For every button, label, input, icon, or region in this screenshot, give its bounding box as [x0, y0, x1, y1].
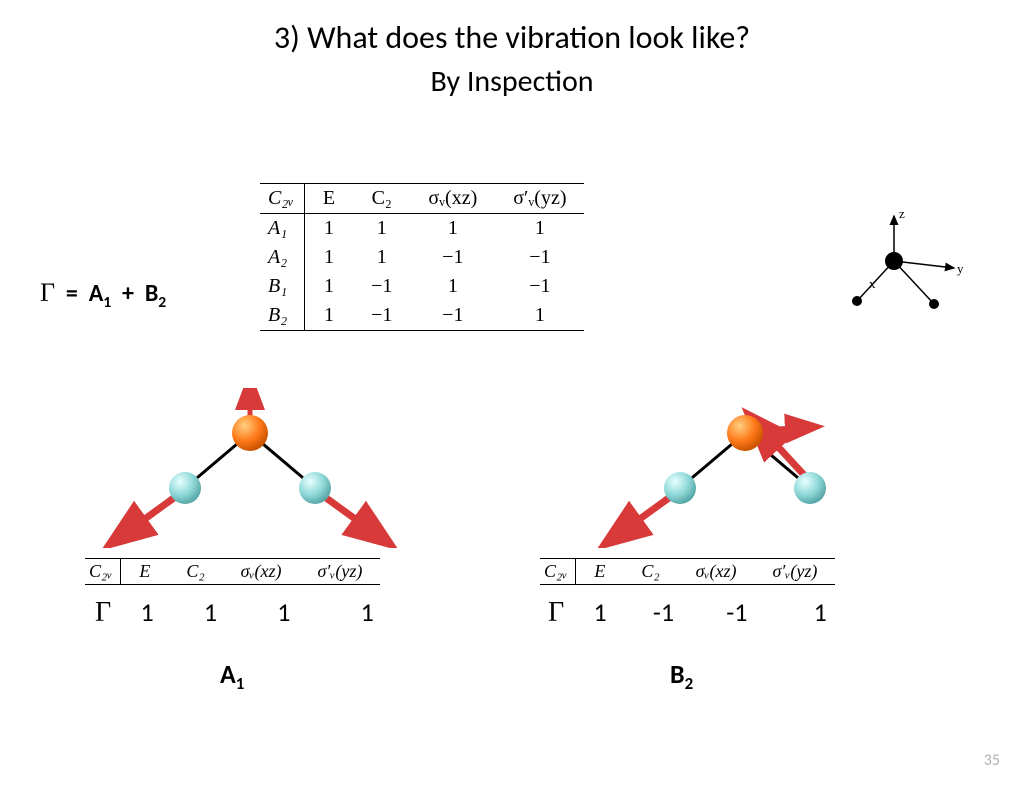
table-row: A₂ 1 1 −1 −1 [260, 243, 584, 272]
slide-subtitle: By Inspection [0, 63, 1024, 100]
gamma-equation: Γ = A1 + B2 [40, 278, 166, 312]
mode-label-a1: A1 [220, 658, 244, 694]
table-row: A₁ 1 1 1 1 [260, 214, 584, 244]
gamma-row-right: Γ 1 -1 -1 1 [548, 596, 858, 629]
table-row: B₁ 1 −1 1 −1 [260, 272, 584, 301]
group-label: C₂ᵥ [260, 184, 304, 214]
small-table-left: C₂ᵥ E C₂ σᵥ(xz) σ′ᵥ(yz) [85, 558, 380, 585]
axis-z-label: z [899, 206, 905, 221]
character-table: C₂ᵥ E C₂ σᵥ(xz) σ′ᵥ(yz) A₁ 1 1 1 1 A₂ 1 … [260, 183, 584, 331]
slide-title: 3) What does the vibration look like? [0, 18, 1024, 57]
page-number: 35 [984, 751, 1000, 770]
axis-y-label: y [957, 261, 964, 276]
molecule-b2 [590, 388, 890, 548]
molecule-a1 [100, 388, 400, 548]
mode-label-b2: B2 [670, 658, 693, 694]
gamma-row-left: Γ 1 1 1 1 [95, 596, 405, 629]
axis-diagram: z y x [819, 206, 969, 336]
small-table-right: C₂ᵥ E C₂ σᵥ(xz) σ′ᵥ(yz) [540, 558, 835, 585]
axis-x-label: x [869, 276, 876, 291]
gamma-symbol: Γ [40, 278, 55, 307]
table-row: B₂ 1 −1 −1 1 [260, 301, 584, 331]
